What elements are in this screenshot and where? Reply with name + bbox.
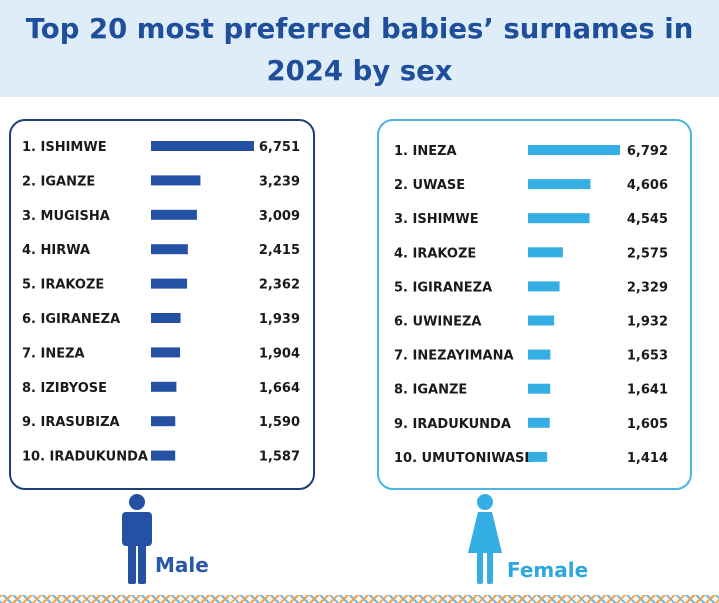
female-value-label: 1,653: [627, 349, 668, 364]
female-chart-panel: 1. INEZA 6,792 2. UWASE 4,606 3. ISHIMWE 4,54…: [377, 119, 692, 490]
female-category-label: 3. ISHIMWE: [394, 212, 479, 227]
male-value-label: 1,939: [259, 312, 300, 327]
male-category-label: 10. IRADUKUNDA: [22, 450, 148, 465]
female-value-label: 1,932: [627, 315, 668, 330]
female-bar: [528, 145, 620, 155]
female-bar: [528, 451, 548, 462]
female-value-label: 1,414: [627, 451, 668, 466]
female-bar: [528, 315, 555, 326]
male-bar: [151, 347, 181, 358]
female-bar-chart: 1. INEZA 6,792 2. UWASE 4,606 3. ISHIMWE 4,54…: [394, 144, 668, 466]
male-category-label: 9. IRASUBIZA: [22, 415, 120, 430]
female-category-label: 10. UMUTONIWASE: [394, 451, 533, 466]
female-category-label: 4. IRAKOZE: [394, 246, 476, 261]
female-bar: [528, 349, 551, 360]
female-value-label: 4,606: [627, 178, 668, 193]
male-category-label: 3. MUGISHA: [22, 209, 110, 224]
male-legend-label: Male: [155, 553, 209, 577]
female-value-label: 4,545: [627, 212, 668, 227]
male-value-label: 1,590: [259, 415, 300, 430]
female-category-label: 2. UWASE: [394, 178, 465, 193]
female-value-label: 6,792: [627, 144, 668, 159]
chart-title: Top 20 most preferred babies’ surnames i…: [25, 13, 694, 87]
female-bar: [528, 383, 551, 394]
female-bar: [528, 213, 590, 224]
male-category-label: 6. IGIRANEZA: [22, 312, 120, 327]
female-category-label: 8. IGANZE: [394, 383, 467, 398]
male-value-label: 1,587: [259, 450, 300, 465]
male-bar: [151, 175, 201, 186]
male-value-label: 2,415: [259, 243, 300, 258]
female-category-label: 1. INEZA: [394, 144, 457, 159]
male-person-icon: [122, 494, 152, 584]
female-bar: [528, 281, 560, 292]
female-bar: [528, 179, 591, 190]
male-category-label: 5. IRAKOZE: [22, 278, 104, 293]
header-banner: Top 20 most preferred babies’ surnames i…: [0, 0, 719, 97]
decorative-footer-border: [0, 595, 719, 603]
male-category-label: 8. IZIBYOSE: [22, 381, 107, 396]
female-value-label: 1,641: [627, 383, 668, 398]
male-bar: [151, 381, 177, 392]
male-bar: [151, 313, 181, 323]
female-bar: [528, 417, 550, 428]
female-person-icon: [468, 494, 502, 584]
male-value-label: 2,362: [259, 278, 300, 293]
male-bar: [151, 416, 176, 427]
male-bar: [151, 278, 188, 289]
male-bar-chart: 1. ISHIMWE 6,751 2. IGANZE 3,239 3. MUGISHA 3…: [22, 140, 300, 465]
male-category-label: 1. ISHIMWE: [22, 140, 107, 155]
female-legend-label: Female: [507, 558, 589, 582]
male-bar: [151, 209, 197, 220]
male-bar: [151, 450, 176, 461]
female-category-label: 9. IRADUKUNDA: [394, 417, 511, 432]
male-bar: [151, 141, 254, 151]
male-value-label: 6,751: [259, 140, 300, 155]
male-bar: [151, 244, 188, 255]
male-category-label: 2. IGANZE: [22, 174, 95, 189]
male-chart-panel: 1. ISHIMWE 6,751 2. IGANZE 3,239 3. MUGISHA 3…: [9, 119, 315, 490]
male-value-label: 3,239: [259, 174, 300, 189]
female-value-label: 2,329: [627, 280, 668, 295]
male-category-label: 4. HIRWA: [22, 243, 90, 258]
female-category-label: 6. UWINEZA: [394, 315, 482, 330]
male-value-label: 3,009: [259, 209, 300, 224]
female-value-label: 1,605: [627, 417, 668, 432]
female-bar: [528, 247, 563, 258]
female-value-label: 2,575: [627, 246, 668, 261]
male-value-label: 1,904: [259, 346, 300, 361]
male-value-label: 1,664: [259, 381, 300, 396]
female-category-label: 7. INEZAYIMANA: [394, 349, 514, 364]
female-category-label: 5. IGIRANEZA: [394, 280, 492, 295]
male-category-label: 7. INEZA: [22, 346, 85, 361]
